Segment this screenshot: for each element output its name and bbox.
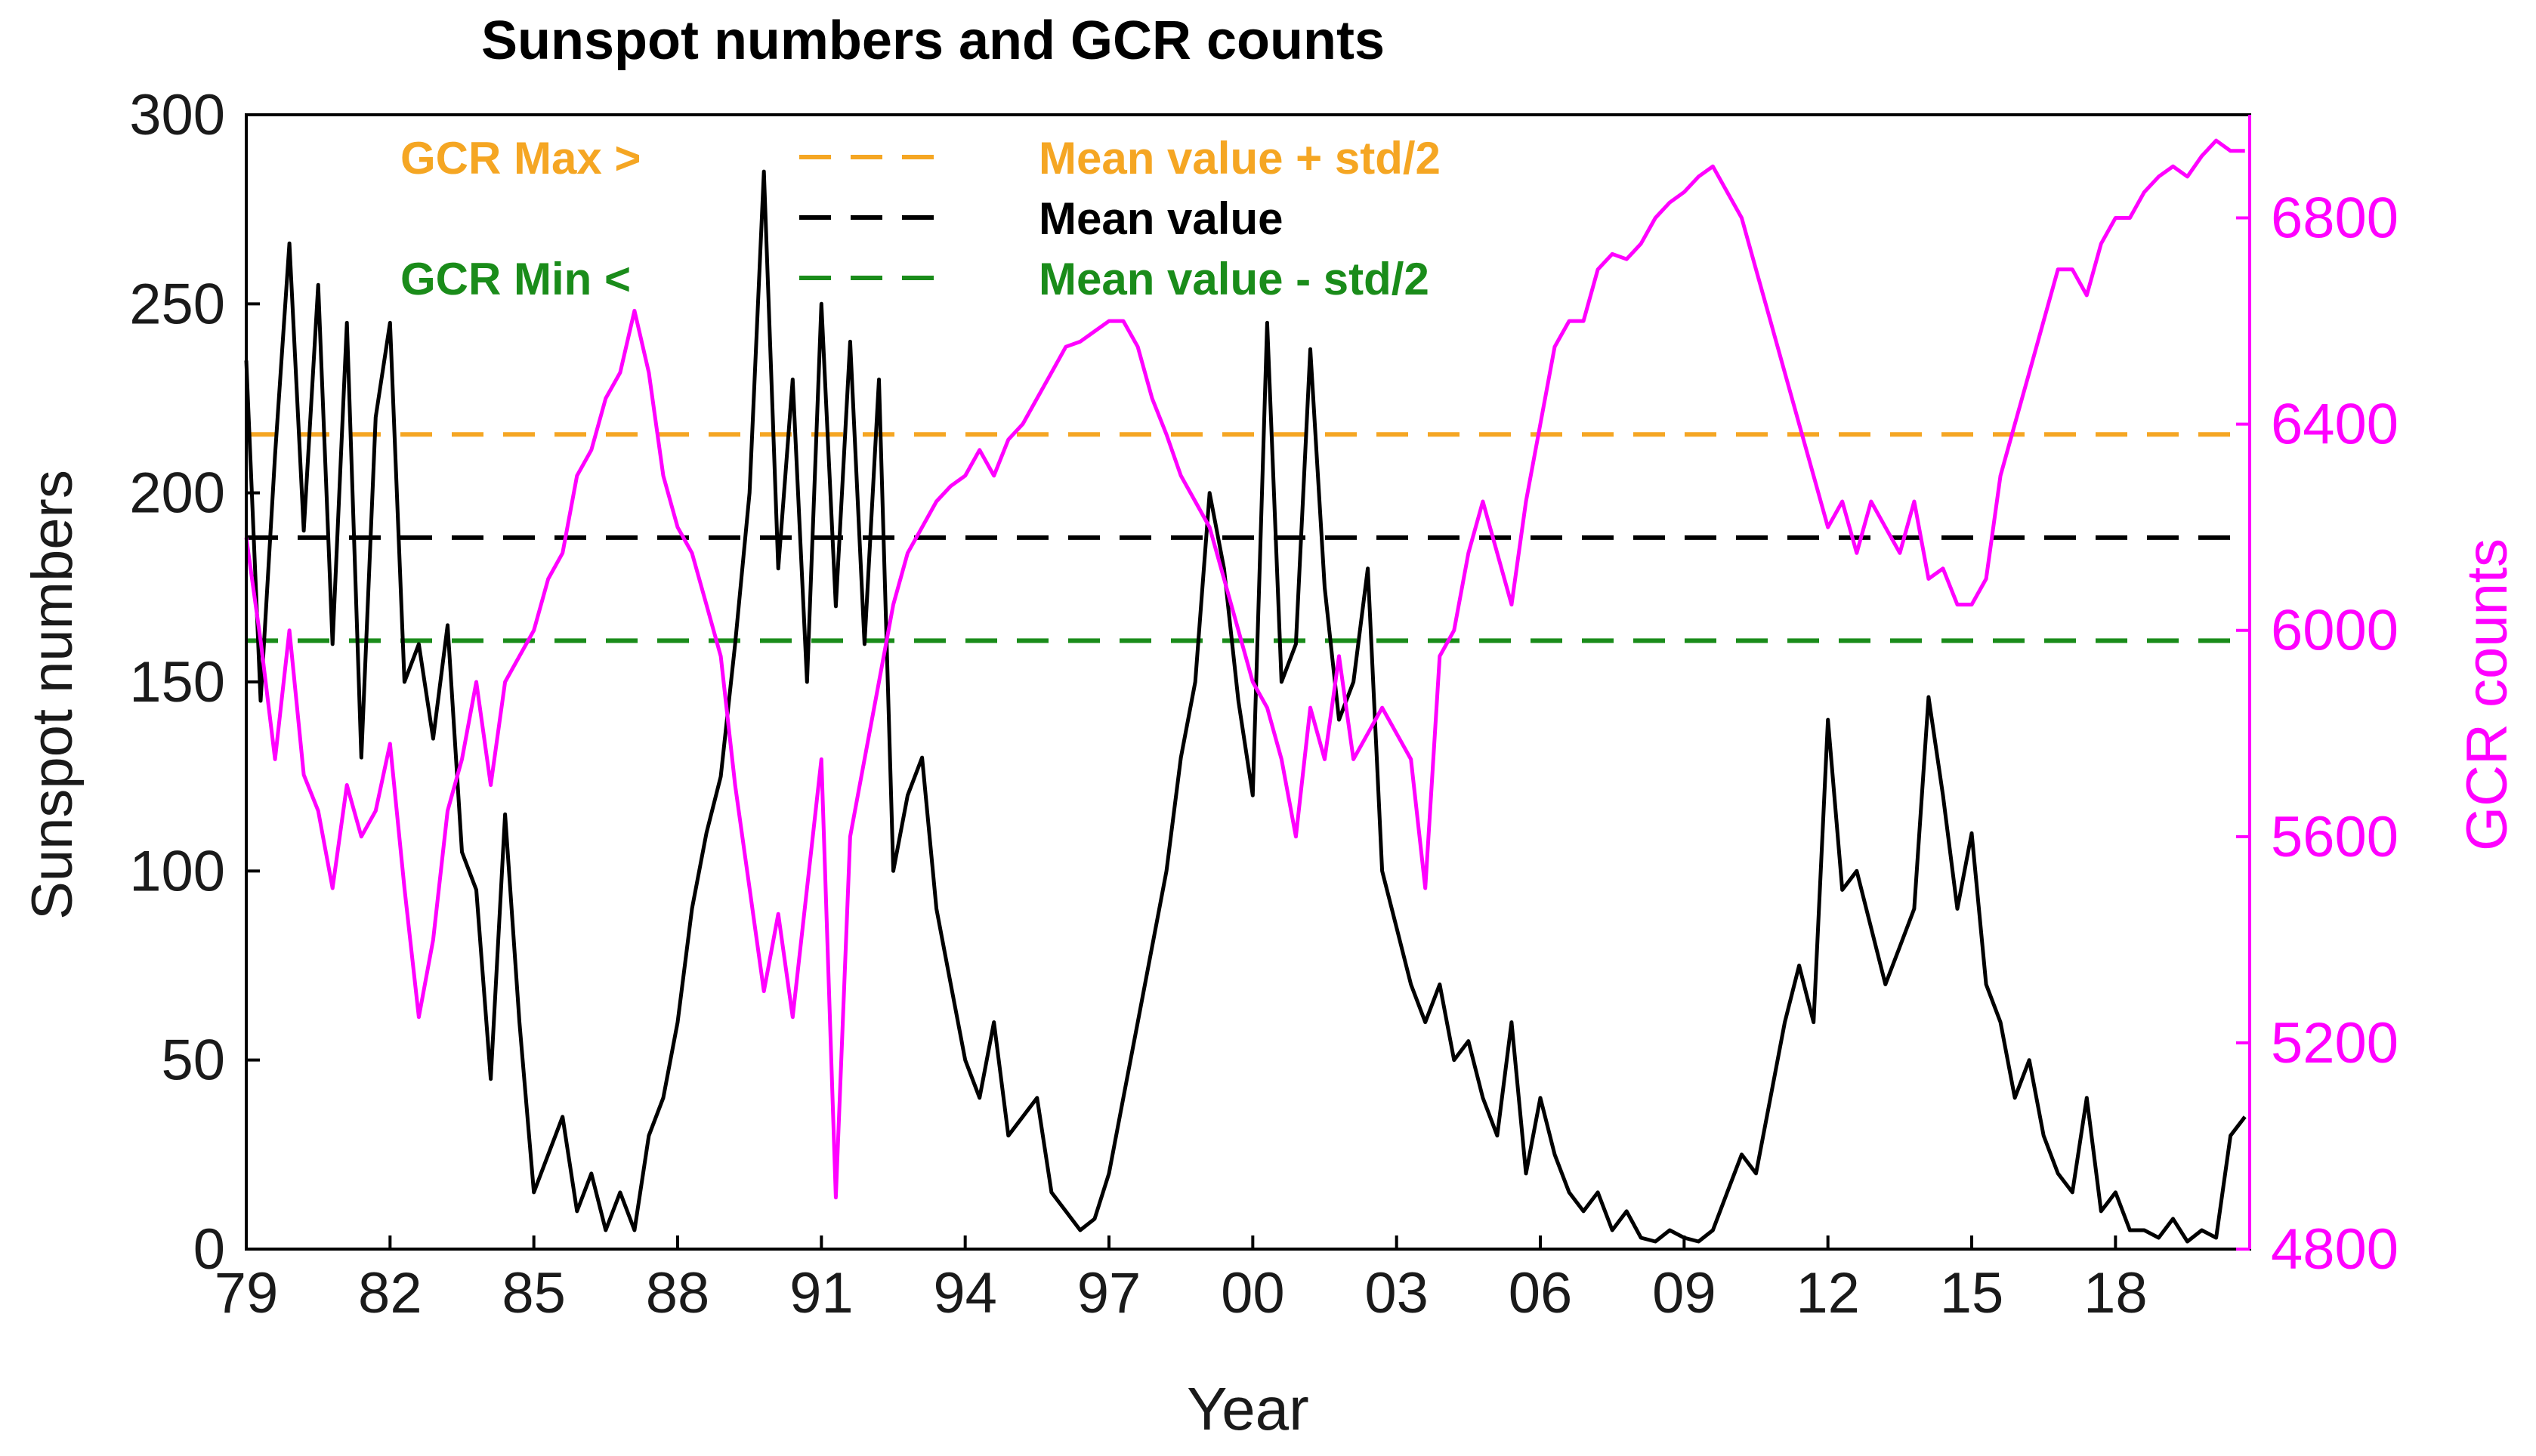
legend-mean-minus-label: Mean value - std/2	[1039, 254, 1429, 304]
y-tick-label: 0	[193, 1217, 225, 1282]
x-tick-label: 00	[1221, 1261, 1285, 1325]
x-tick-label: 15	[1940, 1261, 2004, 1325]
legend-mean-label: Mean value	[1039, 193, 1283, 244]
legend-gcr-min-label: GCR Min <	[400, 254, 631, 304]
series-line-gcr-counts	[244, 138, 2245, 1200]
x-tick-label: 88	[646, 1261, 710, 1325]
x-tick-label: 18	[2083, 1261, 2148, 1325]
x-tick-label: 91	[789, 1261, 854, 1325]
x-tick-label: 94	[933, 1261, 997, 1325]
y-tick-label: 200	[129, 461, 225, 526]
x-tick-label: 09	[1652, 1261, 1716, 1325]
y-axis-left-label: Sunspot numbers	[20, 470, 85, 920]
legend: GCR Max > Mean value + std/2 Mean value …	[400, 133, 1441, 304]
y2-tick-label: 5600	[2271, 805, 2399, 869]
x-tick-label: 06	[1509, 1261, 1573, 1325]
y-axis-right-ticks: 4800 5200 5600 6000 6400 6800	[2236, 187, 2399, 1282]
x-tick-label: 82	[358, 1261, 422, 1325]
y-tick-label: 150	[129, 650, 225, 714]
x-tick-label: 03	[1364, 1261, 1429, 1325]
chart-title: Sunspot numbers and GCR counts	[481, 11, 1385, 71]
plot-content	[244, 138, 2250, 1244]
y-axis-left-ticks: 0 50 100 150 200 250 300	[129, 83, 260, 1282]
legend-gcr-max-label: GCR Max >	[400, 133, 641, 184]
y2-tick-label: 6000	[2271, 599, 2399, 663]
x-tick-label: 97	[1077, 1261, 1141, 1325]
y-tick-label: 300	[129, 83, 225, 147]
x-axis-label: Year	[1187, 1375, 1309, 1442]
x-axis-ticks: 79 82 85 88 91 94 97 00 03 06 09 12 15 18	[215, 1235, 2148, 1325]
y-tick-label: 50	[161, 1029, 225, 1093]
y2-tick-label: 6400	[2271, 393, 2399, 457]
y2-tick-label: 6800	[2271, 187, 2399, 251]
y-axis-right-label: GCR counts	[2455, 538, 2519, 851]
y2-tick-label: 5200	[2271, 1011, 2399, 1075]
series-line-sunspot-numbers	[244, 169, 2247, 1244]
y2-tick-label: 4800	[2271, 1217, 2399, 1282]
x-tick-label: 79	[215, 1261, 279, 1325]
x-tick-label: 12	[1796, 1261, 1860, 1325]
y-tick-label: 100	[129, 839, 225, 903]
x-tick-label: 85	[502, 1261, 566, 1325]
y-tick-label: 250	[129, 272, 225, 336]
legend-mean-plus-label: Mean value + std/2	[1039, 133, 1441, 184]
